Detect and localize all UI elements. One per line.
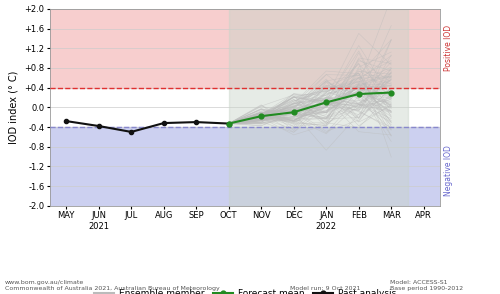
Y-axis label: IOD index (° C): IOD index (° C)	[9, 71, 19, 144]
Bar	[50, 127, 440, 206]
Text: Model run: 9 Oct 2021: Model run: 9 Oct 2021	[290, 286, 360, 291]
Text: www.bom.gov.au/climate
Commonwealth of Australia 2021, Australian Bureau of Mete: www.bom.gov.au/climate Commonwealth of A…	[5, 280, 220, 291]
Bar	[50, 9, 440, 88]
Text: Positive IOD: Positive IOD	[444, 25, 453, 71]
Legend: Ensemble member, Forecast mean, Past analysis: Ensemble member, Forecast mean, Past ana…	[90, 285, 400, 294]
Text: Model: ACCESS-S1
Base period 1990-2012: Model: ACCESS-S1 Base period 1990-2012	[390, 280, 463, 291]
Text: Negative IOD: Negative IOD	[444, 145, 453, 196]
Bar	[229, 9, 408, 206]
